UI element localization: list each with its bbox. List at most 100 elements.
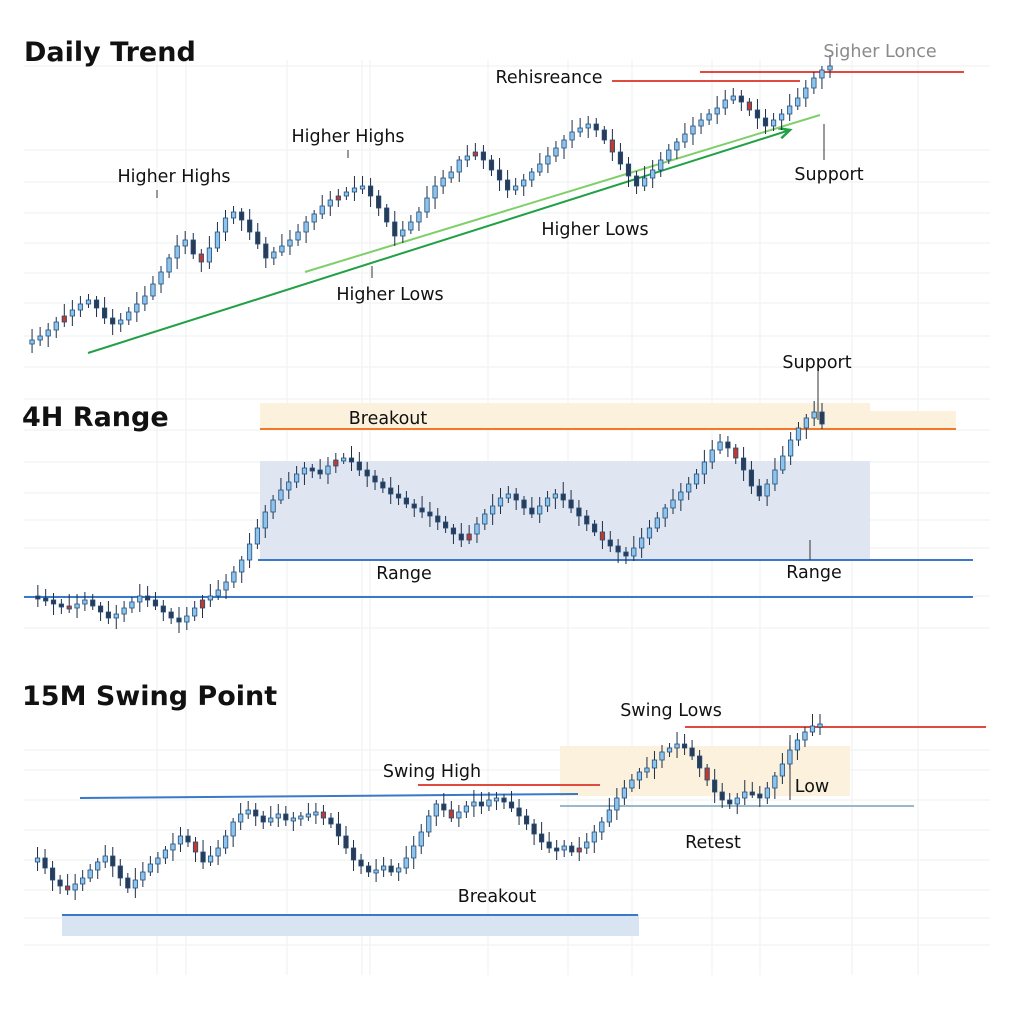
candle-body [560, 493, 566, 501]
candle-body [328, 817, 334, 825]
candle-body [317, 469, 323, 475]
candle-body [585, 123, 591, 129]
candle-body [686, 483, 692, 493]
candle-body [456, 811, 462, 819]
candle-body [674, 141, 680, 151]
candle-body [77, 303, 84, 311]
candle-body [486, 799, 492, 807]
panel-title-daily: Daily Trend [24, 37, 196, 68]
candle-body [358, 859, 364, 867]
candle-body [463, 805, 469, 813]
candle-body [740, 457, 747, 471]
candle-body [529, 507, 535, 515]
candle-body [424, 197, 430, 213]
candle-body [681, 743, 688, 749]
candle-body [670, 499, 676, 509]
candle-body [85, 299, 92, 305]
candle-body [207, 855, 214, 863]
candle-body [591, 523, 598, 533]
candle-body [388, 865, 394, 873]
candle-body [364, 469, 370, 477]
candle-body [29, 339, 35, 345]
candle-body [416, 211, 422, 223]
candle-body [238, 813, 244, 823]
candle-body [53, 321, 59, 331]
candle-body [779, 763, 785, 777]
zones [62, 403, 956, 936]
candle-body [45, 329, 51, 337]
candle-body [513, 185, 519, 191]
candle-body [561, 139, 567, 149]
candle-body [247, 219, 253, 233]
candle-body [746, 101, 753, 111]
candle-body [674, 743, 680, 749]
candle-body [74, 603, 80, 609]
candle-body [239, 559, 245, 573]
upper-blue-level-line [79, 793, 579, 799]
annotation-label: Breakout [458, 887, 537, 907]
candle-body [513, 493, 519, 501]
candle-body [646, 527, 653, 539]
candle-body [448, 809, 454, 819]
candle-body [192, 607, 198, 617]
candle-body [625, 163, 632, 177]
candle-body [305, 813, 311, 818]
candle-body [490, 505, 496, 515]
candle-body [160, 605, 166, 613]
candle-body [787, 105, 793, 115]
candle-body [779, 113, 785, 121]
candle-body [433, 803, 439, 817]
candle-body [134, 303, 140, 313]
candle-body [593, 123, 599, 131]
candle-body [230, 211, 237, 219]
candle-body [113, 613, 119, 619]
candle-body [129, 601, 135, 609]
candle-body [764, 787, 770, 799]
candle-body [488, 159, 495, 171]
candle-body [215, 847, 221, 857]
candle-body [90, 599, 96, 607]
candle-body [287, 239, 293, 247]
candle-body [142, 295, 148, 305]
annotation-label: Retest [685, 833, 741, 853]
candle-body [158, 271, 164, 285]
candle-body [271, 251, 277, 259]
candle-body [93, 299, 100, 309]
candle-body [644, 767, 650, 773]
candle-body [126, 311, 132, 321]
candle-body [270, 499, 276, 513]
candle-body [725, 441, 731, 449]
candle-body [523, 815, 530, 825]
candle-body [255, 231, 261, 245]
candle-body [170, 843, 176, 851]
candle-body [553, 147, 559, 157]
candle-body [639, 537, 645, 549]
candle-body [348, 457, 355, 463]
candle-body [537, 505, 543, 515]
candle-body [819, 69, 825, 79]
candle-body [678, 491, 684, 501]
annotation-label: Swing Lows [620, 701, 722, 721]
candle-body [278, 489, 284, 501]
candle-body [190, 239, 196, 255]
candle-body [636, 771, 643, 781]
candle-body [733, 447, 739, 459]
candle-body [450, 527, 457, 535]
candle-body [223, 581, 229, 591]
candle-body [693, 473, 700, 485]
candle-body [356, 461, 362, 471]
candle-body [102, 307, 108, 319]
candle-body [246, 543, 253, 561]
candle-body [609, 139, 615, 153]
candle-body [764, 483, 770, 497]
candle-body [168, 611, 174, 619]
candle-body [254, 527, 261, 545]
candle-body [780, 455, 786, 471]
candle-body [471, 801, 477, 807]
candle-body [400, 229, 406, 237]
candle-body [335, 823, 342, 837]
candle-body [819, 411, 825, 425]
candle-body [303, 221, 309, 233]
candle-body [262, 511, 268, 529]
